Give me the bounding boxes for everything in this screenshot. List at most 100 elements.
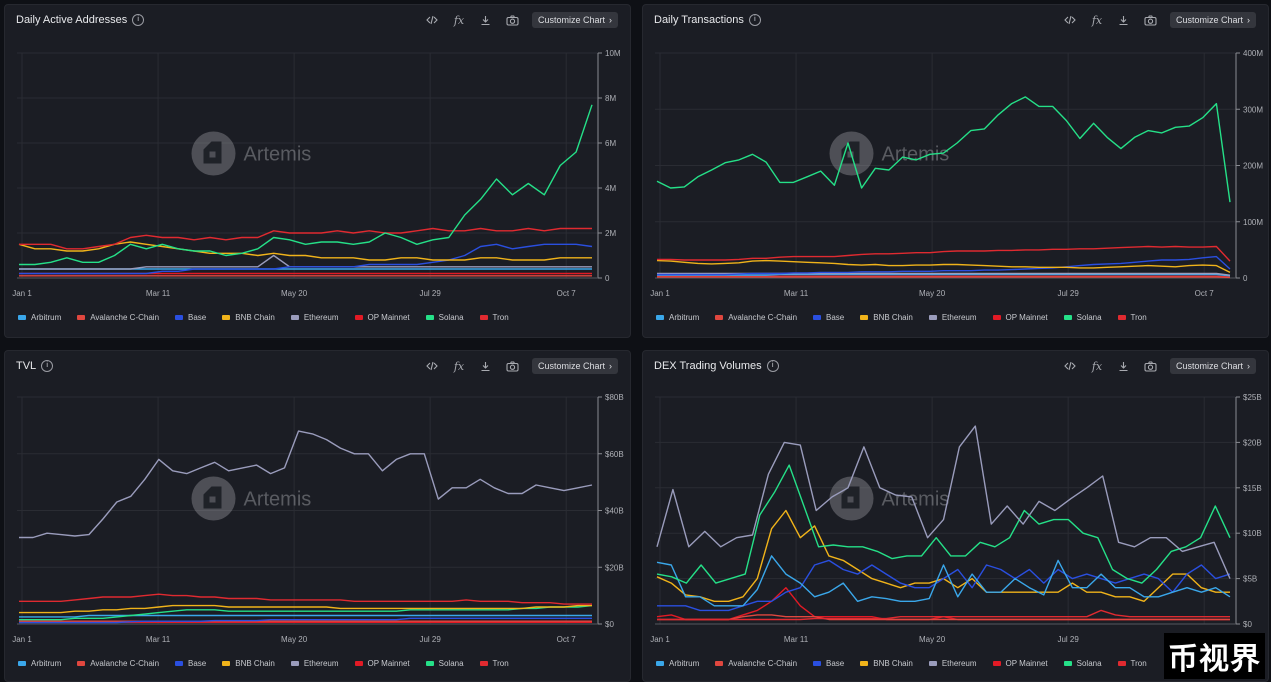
legend-item-ethereum[interactable]: Ethereum xyxy=(290,313,339,322)
download-icon[interactable] xyxy=(1116,358,1132,374)
legend-item-avalanche-c-chain[interactable]: Avalanche C-Chain xyxy=(77,659,159,668)
legend-swatch xyxy=(77,315,86,320)
legend-label: Tron xyxy=(1130,659,1147,668)
formula-icon[interactable]: fx xyxy=(1091,13,1103,27)
legend-label: Avalanche C-Chain xyxy=(728,659,798,668)
legend-item-solana[interactable]: Solana xyxy=(1063,659,1102,668)
download-icon[interactable] xyxy=(478,358,494,374)
camera-icon[interactable] xyxy=(1143,358,1159,374)
download-icon[interactable] xyxy=(478,12,494,28)
legend-item-bnb-chain[interactable]: BNB Chain xyxy=(222,313,275,322)
legend-item-ethereum[interactable]: Ethereum xyxy=(928,659,977,668)
customize-chart-button[interactable]: Customize Chart › xyxy=(531,12,618,28)
series-line-ethereum xyxy=(656,425,1231,579)
legend-item-ethereum[interactable]: Ethereum xyxy=(928,313,977,322)
legend-item-tron[interactable]: Tron xyxy=(479,313,509,322)
legend-swatch xyxy=(1117,661,1126,666)
legend-swatch xyxy=(18,315,26,320)
formula-icon[interactable]: fx xyxy=(1091,359,1103,373)
download-icon[interactable] xyxy=(1116,12,1132,28)
camera-icon[interactable] xyxy=(505,12,521,28)
legend-item-solana[interactable]: Solana xyxy=(1063,313,1102,322)
legend-swatch xyxy=(425,315,434,320)
legend-item-bnb-chain[interactable]: BNB Chain xyxy=(860,313,913,322)
legend-item-tron[interactable]: Tron xyxy=(479,659,509,668)
legend-item-op-mainnet[interactable]: OP Mainnet xyxy=(992,313,1048,322)
y-tick-label: $20B xyxy=(605,563,624,572)
watermark-text: Artemis xyxy=(244,144,312,166)
y-tick-label: $80B xyxy=(605,393,624,402)
legend-item-arbitrum[interactable]: Arbitrum xyxy=(18,313,61,322)
legend-item-tron[interactable]: Tron xyxy=(1117,659,1147,668)
legend-swatch xyxy=(77,661,86,666)
legend-item-base[interactable]: Base xyxy=(175,659,206,668)
legend-label: Ethereum xyxy=(303,659,339,668)
info-icon[interactable]: i xyxy=(132,14,145,26)
customize-chart-button[interactable]: Customize Chart › xyxy=(1169,12,1256,28)
legend-item-ethereum[interactable]: Ethereum xyxy=(290,659,339,668)
legend-item-solana[interactable]: Solana xyxy=(425,659,464,668)
legend-item-arbitrum[interactable]: Arbitrum xyxy=(18,659,61,668)
legend-label: Base xyxy=(188,313,207,322)
series-line-arbitrum xyxy=(657,273,1231,277)
camera-icon[interactable] xyxy=(505,358,521,374)
x-tick-label: Mar 11 xyxy=(146,635,171,644)
legend-item-bnb-chain[interactable]: BNB Chain xyxy=(860,659,913,668)
y-tick-label: $60B xyxy=(605,450,624,459)
legend-item-op-mainnet[interactable]: OP Mainnet xyxy=(354,313,410,322)
legend-swatch xyxy=(656,315,664,320)
legend-item-avalanche-c-chain[interactable]: Avalanche C-Chain xyxy=(715,659,797,668)
legend-label: Tron xyxy=(492,659,509,668)
legend-item-solana[interactable]: Solana xyxy=(425,313,464,322)
legend-item-bnb-chain[interactable]: BNB Chain xyxy=(222,659,275,668)
series-line-bnb-chain xyxy=(656,259,1231,274)
legend-item-base[interactable]: Base xyxy=(813,659,844,668)
chart-toolbar: fx Customize Chart › xyxy=(424,358,618,374)
legend-label: Ethereum xyxy=(941,659,977,668)
series-line-solana xyxy=(656,96,1231,203)
x-tick-label: Jul 29 xyxy=(419,635,441,644)
legend-label: BNB Chain xyxy=(873,659,913,668)
legend-label: Avalanche C-Chain xyxy=(728,313,798,322)
formula-icon[interactable]: fx xyxy=(453,359,465,373)
info-icon[interactable]: i xyxy=(41,360,54,372)
legend-swatch xyxy=(479,315,488,320)
info-icon[interactable]: i xyxy=(766,360,779,372)
customize-chart-button[interactable]: Customize Chart › xyxy=(1169,358,1256,374)
camera-icon[interactable] xyxy=(1143,12,1159,28)
legend-item-avalanche-c-chain[interactable]: Avalanche C-Chain xyxy=(715,313,797,322)
legend-item-tron[interactable]: Tron xyxy=(1117,313,1147,322)
code-icon[interactable] xyxy=(424,358,440,374)
artemis-watermark: Artemis xyxy=(191,476,311,521)
legend-swatch xyxy=(1117,315,1126,320)
code-icon[interactable] xyxy=(1062,358,1078,374)
legend-item-avalanche-c-chain[interactable]: Avalanche C-Chain xyxy=(77,313,159,322)
x-tick-label: Oct 7 xyxy=(1195,289,1215,298)
panel-daily-active-addresses: Daily Active Addresses i fx Customize Chart… xyxy=(4,4,631,338)
legend-item-base[interactable]: Base xyxy=(813,313,844,322)
legend-label: Solana xyxy=(438,659,464,668)
code-icon[interactable] xyxy=(1062,12,1078,28)
series-line-avalanche-c-chain xyxy=(657,276,1231,279)
chart-legend: Arbitrum Avalanche C-Chain Base BNB Chain Et… xyxy=(18,659,509,668)
legend-item-arbitrum[interactable]: Arbitrum xyxy=(656,313,699,322)
legend-item-base[interactable]: Base xyxy=(175,313,206,322)
formula-icon[interactable]: fx xyxy=(453,13,465,27)
series-line-arbitrum xyxy=(19,614,592,618)
legend-swatch xyxy=(175,315,184,320)
chart-svg: 10M 8M 6M 4M 2M 0 Jan 1 Mar 11 May 20 Jul 29 Oct 7… xyxy=(12,49,621,298)
series-line-base xyxy=(657,559,1231,612)
legend-item-op-mainnet[interactable]: OP Mainnet xyxy=(354,659,410,668)
customize-chart-label: Customize Chart xyxy=(537,15,605,25)
chart-legend: Arbitrum Avalanche C-Chain Base BNB Chain Et… xyxy=(18,313,509,322)
legend-swatch xyxy=(354,315,363,320)
chart-svg: 400M 300M 200M 100M 0 Jan 1 Mar 11 May 20 Jul 29… xyxy=(650,49,1263,298)
customize-chart-button[interactable]: Customize Chart › xyxy=(531,358,618,374)
code-icon[interactable] xyxy=(424,12,440,28)
legend-item-arbitrum[interactable]: Arbitrum xyxy=(656,659,699,668)
legend-swatch xyxy=(479,661,488,666)
info-icon[interactable]: i xyxy=(748,14,761,26)
chart-legend: Arbitrum Avalanche C-Chain Base BNB Chain Et… xyxy=(656,313,1147,322)
legend-item-op-mainnet[interactable]: OP Mainnet xyxy=(992,659,1048,668)
legend-swatch xyxy=(222,315,231,320)
